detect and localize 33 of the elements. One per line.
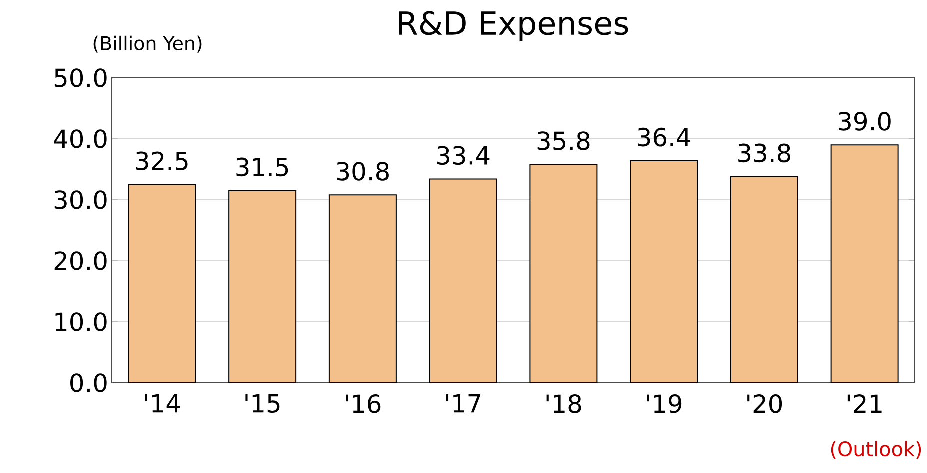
data-label: 30.8 bbox=[337, 162, 389, 181]
bar bbox=[128, 184, 196, 384]
bar bbox=[630, 160, 698, 384]
x-tick-label: '15 bbox=[246, 394, 280, 414]
x-tick-label: '17 bbox=[446, 394, 480, 413]
x-tick-label: '19 bbox=[647, 394, 682, 414]
bar bbox=[429, 178, 498, 384]
data-label: 39.0 bbox=[838, 112, 891, 131]
y-tick-label: 40.0 bbox=[54, 130, 107, 148]
x-tick-label: '20 bbox=[748, 394, 782, 414]
data-label: 33.4 bbox=[437, 146, 490, 166]
bar bbox=[830, 144, 899, 384]
y-tick-label: 50.0 bbox=[54, 68, 107, 88]
text: (Outlook) bbox=[831, 441, 922, 459]
y-tick-label: 10.0 bbox=[56, 312, 107, 332]
data-label: 35.8 bbox=[538, 132, 590, 150]
data-label: 31.5 bbox=[236, 158, 288, 177]
data-label: 36.4 bbox=[638, 128, 690, 147]
x-tick-label: '21 bbox=[848, 394, 882, 413]
x-tick-label: '14 bbox=[145, 394, 180, 413]
bar bbox=[530, 164, 598, 384]
y-tick-label: 0.0 bbox=[70, 374, 107, 392]
data-label: 32.5 bbox=[136, 152, 188, 171]
y-tick-label: 30.0 bbox=[54, 190, 107, 210]
y-tick-label: 20.0 bbox=[54, 252, 107, 270]
bar bbox=[328, 194, 397, 384]
data-label: 33.8 bbox=[738, 144, 790, 163]
x-tick-label: '18 bbox=[546, 394, 582, 414]
x-tick-label: '16 bbox=[346, 394, 381, 414]
bar bbox=[228, 190, 297, 384]
y-axis-title: (Billion Yen) bbox=[94, 36, 202, 53]
bar bbox=[730, 176, 798, 384]
chart-title: R&D Expenses bbox=[399, 11, 628, 42]
